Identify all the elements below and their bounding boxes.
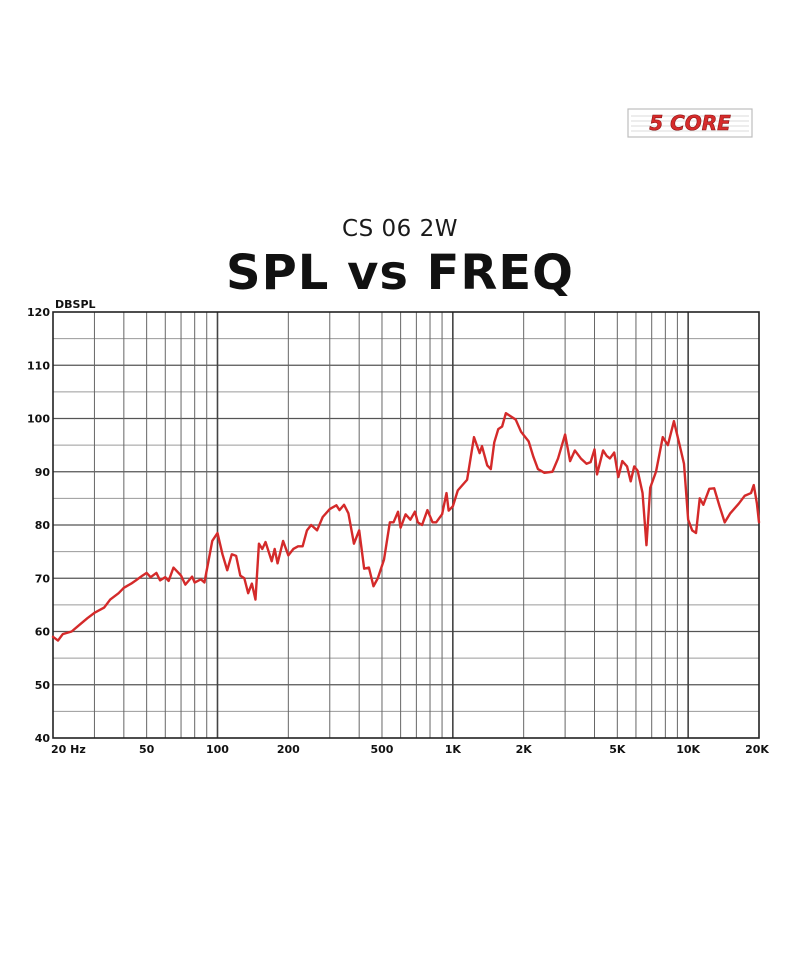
spl-response-line [51, 411, 761, 642]
chart-title: SPL vs FREQ [226, 245, 574, 301]
y-tick-label: 40 [35, 732, 51, 745]
y-tick-label: 120 [27, 306, 50, 319]
y-axis-label: DBSPL [55, 298, 96, 311]
chart-subtitle: CS 06 2W [342, 216, 458, 242]
x-tick-label: 500 [370, 743, 393, 756]
x-tick-label: 20K [745, 743, 769, 756]
x-tick-label: 50 [139, 743, 155, 756]
x-tick-label: 200 [277, 743, 300, 756]
x-tick-label: 100 [206, 743, 229, 756]
x-tick-label: 5K [609, 743, 626, 756]
x-tick-label: 10K [676, 743, 700, 756]
y-tick-label: 90 [35, 466, 51, 479]
y-tick-label: 110 [27, 359, 50, 372]
plot-frame [52, 311, 760, 739]
y-tick-label: 70 [35, 572, 51, 585]
x-tick-label: 1K [445, 743, 462, 756]
y-tick-label: 50 [35, 679, 51, 692]
x-tick-label: 2K [516, 743, 533, 756]
brand-logo: 5 CORE [627, 108, 753, 138]
y-tick-label: 100 [27, 413, 50, 426]
x-tick-label: 20 Hz [51, 743, 86, 756]
y-tick-label: 80 [35, 519, 51, 532]
logo-text: 5 CORE [649, 111, 731, 135]
y-tick-label: 60 [35, 626, 51, 639]
